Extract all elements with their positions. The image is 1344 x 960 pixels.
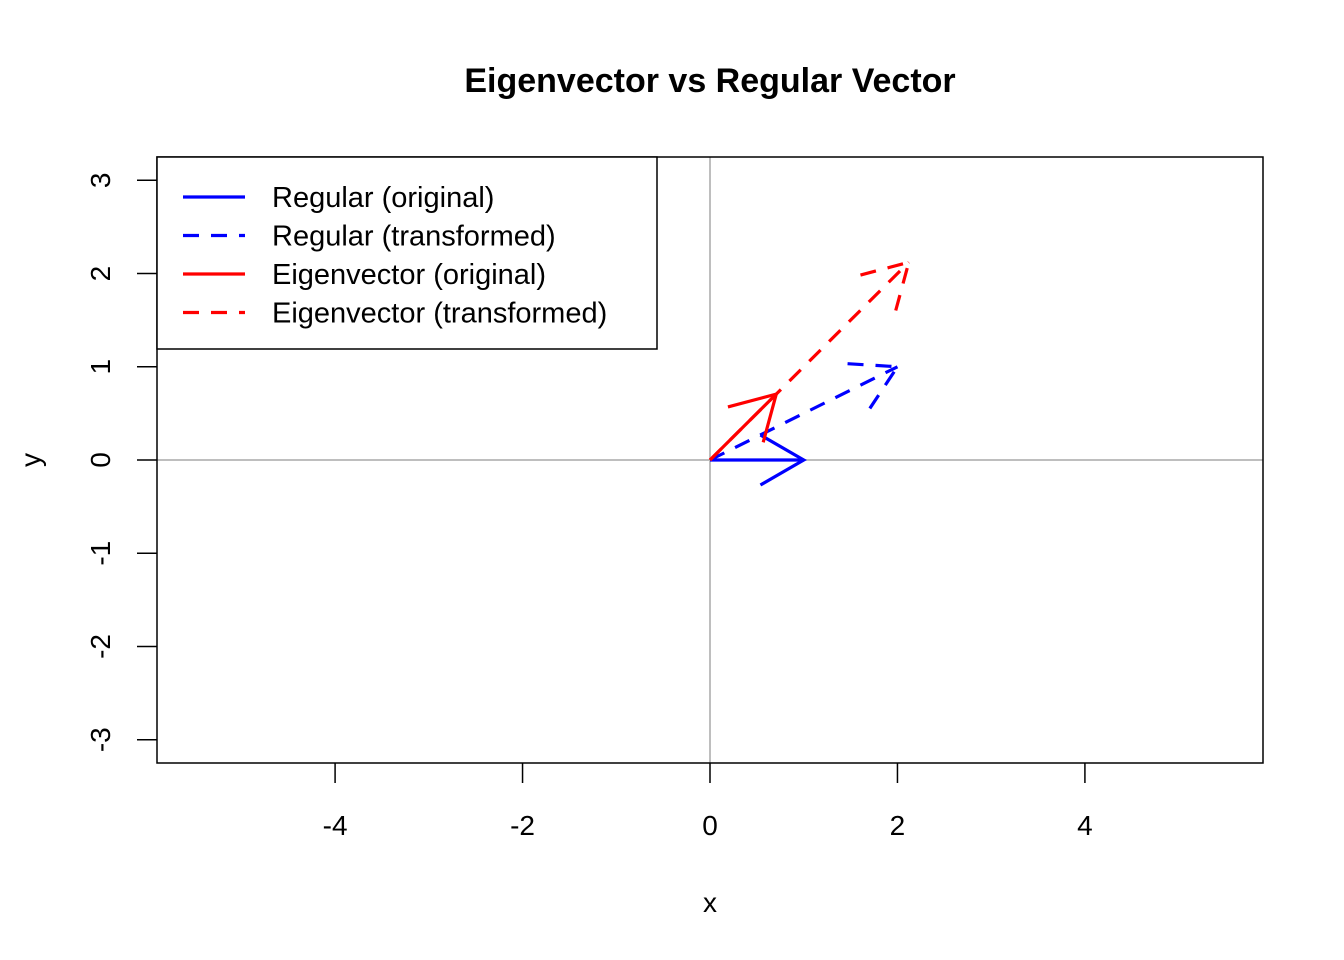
x-tick-label: 2 xyxy=(890,810,906,841)
vector-arrowhead xyxy=(860,260,912,311)
vector-1 xyxy=(709,362,901,462)
x-axis-label: x xyxy=(703,887,717,918)
x-axis: -4 -2 0 2 4 xyxy=(323,763,1093,841)
x-tick-label: 0 xyxy=(702,810,718,841)
y-tick-label: 0 xyxy=(85,452,116,468)
y-tick-label: 3 xyxy=(85,173,116,189)
y-axis: -3 -2 -1 0 1 2 3 xyxy=(85,173,157,752)
y-tick-label: -1 xyxy=(85,541,116,566)
y-axis-label: y xyxy=(15,453,46,467)
legend-box xyxy=(156,156,658,350)
y-tick-label: -3 xyxy=(85,727,116,752)
x-tick-label: -4 xyxy=(323,810,348,841)
legend-label: Regular (original) xyxy=(272,182,494,214)
legend-label: Eigenvector (original) xyxy=(272,259,546,291)
vector-3 xyxy=(708,260,912,462)
y-tick-label: 2 xyxy=(85,266,116,282)
vector-shaft xyxy=(709,365,899,462)
vector-shaft xyxy=(708,261,910,462)
vector-0 xyxy=(710,433,807,487)
chart-title: Eigenvector vs Regular Vector xyxy=(464,62,955,100)
vectors xyxy=(708,260,912,487)
legend-label: Eigenvector (transformed) xyxy=(272,298,607,330)
x-tick-label: 4 xyxy=(1077,810,1093,841)
legend: Regular (original) Regular (transformed) E… xyxy=(156,156,658,350)
legend-label: Regular (transformed) xyxy=(272,221,556,253)
y-tick-label: 1 xyxy=(85,359,116,375)
x-tick-label: -2 xyxy=(510,810,535,841)
y-tick-label: -2 xyxy=(85,634,116,659)
vector-arrowhead xyxy=(759,433,807,487)
